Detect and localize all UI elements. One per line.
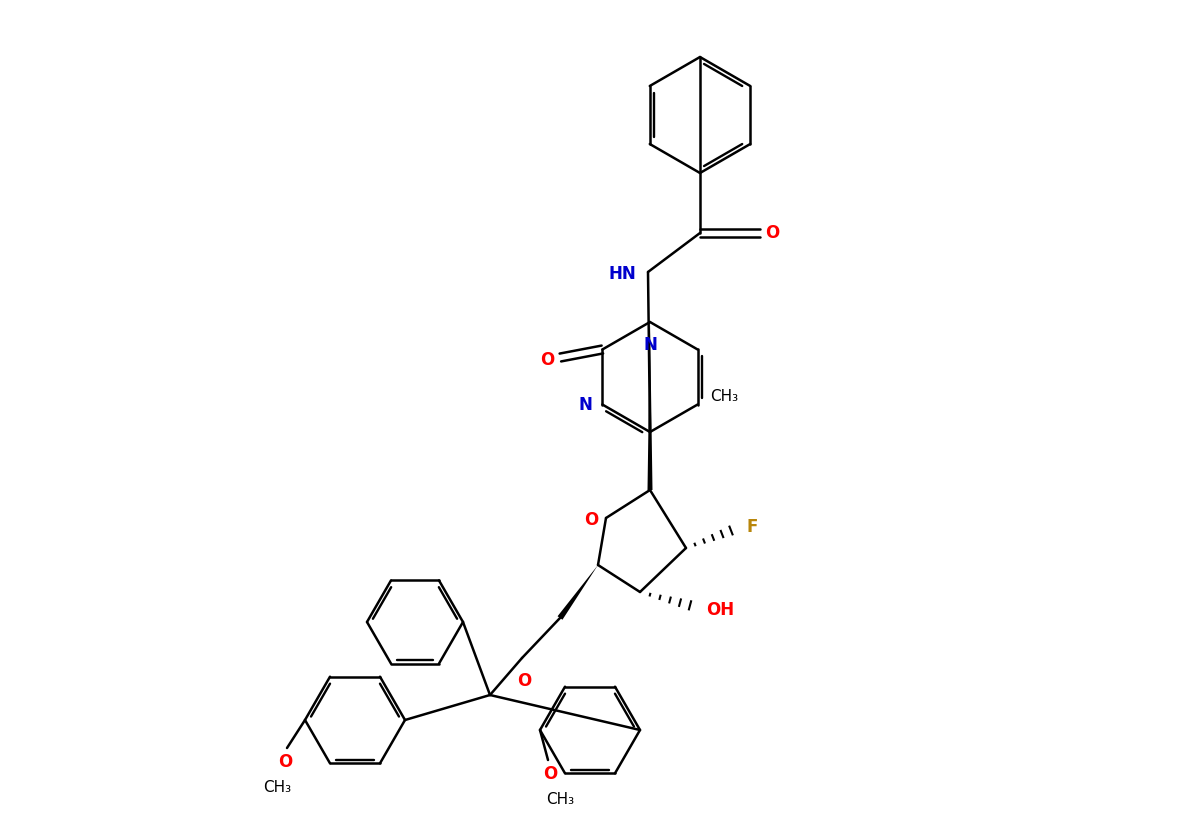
Text: O: O [765,224,779,242]
Text: CH₃: CH₃ [263,780,292,795]
Polygon shape [558,565,599,620]
Text: N: N [578,396,593,413]
Text: HN: HN [608,265,635,283]
Text: O: O [584,511,599,529]
Text: O: O [516,672,531,690]
Text: OH: OH [706,601,734,619]
Text: CH₃: CH₃ [546,792,574,807]
Text: O: O [540,350,555,369]
Text: N: N [643,336,657,354]
Text: CH₃: CH₃ [709,389,738,404]
Text: O: O [543,765,557,783]
Text: F: F [746,518,757,536]
Text: O: O [278,753,292,771]
Polygon shape [647,322,652,490]
